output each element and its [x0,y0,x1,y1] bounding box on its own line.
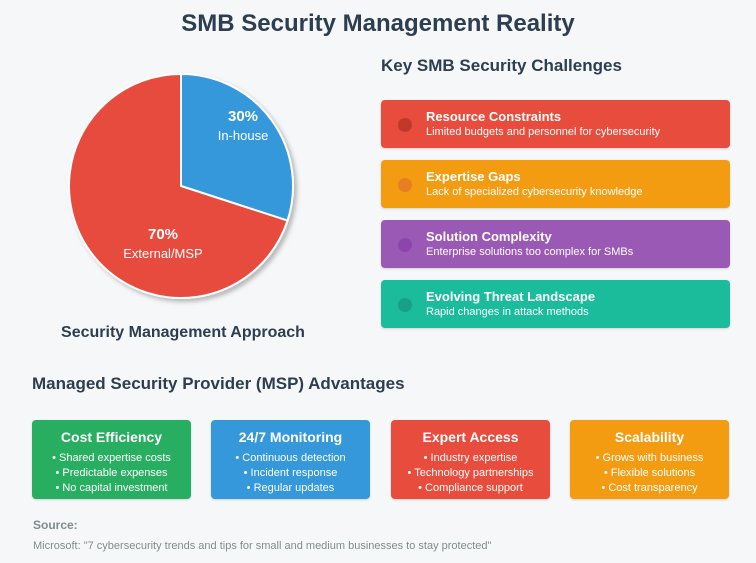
challenge-desc: Rapid changes in attack methods [426,306,589,318]
slice-label-external-msp: 70% External/MSP [123,226,203,261]
advantage-cost-efficiency: Cost Efficiency • Shared expertise costs… [32,420,191,499]
pie-chart: 30% In-house 70% External/MSP [48,38,308,318]
advantage-point: • Grows with business [595,452,704,464]
advantage-point: • Compliance support [418,482,523,494]
challenge-title: Evolving Threat Landscape [426,289,596,304]
challenge-title: Expertise Gaps [426,169,521,184]
challenge-resource-constraints: Resource Constraints Limited budgets and… [381,100,730,148]
challenge-dot-icon [398,118,412,132]
advantage-point: • Incident response [243,467,338,479]
challenge-dot-icon [398,298,412,312]
challenge-solution-complexity: Solution Complexity Enterprise solutions… [381,220,730,268]
challenge-title: Resource Constraints [426,109,562,124]
advantage-point: • Industry expertise [423,452,518,464]
pie-slice-external-msp [68,72,289,299]
advantage-24-7-monitoring: 24/7 Monitoring • Continuous detection •… [211,420,370,499]
pie-svg [68,72,294,299]
advantage-point: • Cost transparency [601,482,698,494]
pie-slice-in-house [180,72,294,222]
advantage-point: • Technology partnerships [407,467,534,479]
slice-label-in-house: 30% In-house [217,108,269,143]
advantage-title: Expert Access [422,429,519,445]
source-label: Source: [33,518,78,532]
challenge-evolving-threat-landscape: Evolving Threat Landscape Rapid changes … [381,280,730,328]
advantage-point: • Shared expertise costs [52,452,171,464]
advantage-point: • Continuous detection [235,452,346,464]
challenge-desc: Enterprise solutions too complex for SMB… [426,246,634,258]
advantage-title: 24/7 Monitoring [238,429,343,445]
challenge-title: Solution Complexity [426,229,552,244]
advantage-expert-access: Expert Access • Industry expertise • Tec… [391,420,550,499]
challenge-dot-icon [398,178,412,192]
advantage-point: • Predictable expenses [55,467,168,479]
challenges-heading: Key SMB Security Challenges [381,56,622,75]
pie-caption: Security Management Approach [61,324,305,341]
page-title: SMB Security Management Reality [181,10,575,37]
challenge-expertise-gaps: Expertise Gaps Lack of specialized cyber… [381,160,730,208]
advantage-title: Cost Efficiency [60,429,163,445]
advantage-point: • No capital investment [55,482,168,494]
challenge-desc: Limited budgets and personnel for cybers… [426,126,661,138]
advantage-scalability: Scalability • Grows with business • Flex… [570,420,729,499]
advantages-heading: Managed Security Provider (MSP) Advantag… [32,374,405,393]
advantage-point: • Regular updates [246,482,335,494]
challenge-desc: Lack of specialized cybersecurity knowle… [426,186,643,198]
advantage-title: Scalability [614,429,685,445]
advantage-point: • Flexible solutions [603,467,696,479]
challenge-dot-icon [398,238,412,252]
source-text: Microsoft: "7 cybersecurity trends and t… [33,540,492,552]
